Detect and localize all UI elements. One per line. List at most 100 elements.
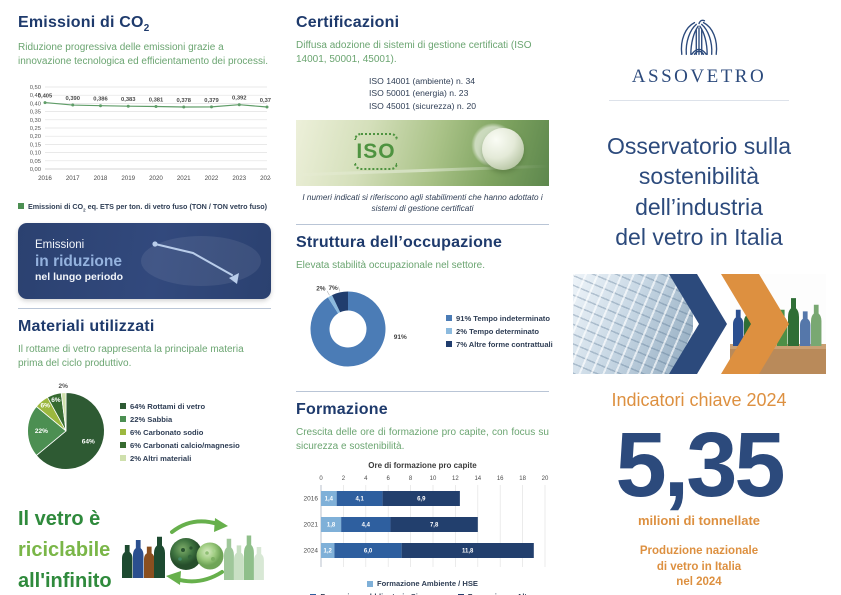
legend-item: 64% Rottami di vetro bbox=[120, 402, 240, 411]
divider bbox=[296, 390, 549, 392]
svg-text:0,405: 0,405 bbox=[38, 93, 53, 99]
glass-recycling-illustration bbox=[121, 518, 264, 586]
materials-pie-chart: 64% 22% 6% 6% 2% bbox=[18, 379, 114, 486]
bar-segment bbox=[382, 491, 460, 507]
legend-swatch bbox=[120, 442, 126, 449]
legend-label: Formazione obbligatoria Sicurezza bbox=[320, 592, 445, 595]
legend-swatch bbox=[120, 455, 126, 462]
svg-text:2021: 2021 bbox=[304, 522, 319, 529]
legend-swatch bbox=[446, 341, 452, 348]
materials-chart-block: 64% 22% 6% 6% 2% 64% Rottami di vetro 22% Sab… bbox=[18, 379, 271, 486]
training-bar-chart-svg: 0 2 4 6 8 10 12 14 16 18 20 2016 1,4 4,1 6,9 2021 1,8 4,4… bbox=[304, 476, 549, 568]
column-right: ASSOVETRO Osservatorio sulla sostenibili… bbox=[570, 14, 828, 591]
svg-text:2024: 2024 bbox=[304, 548, 319, 555]
legend-swatch bbox=[120, 403, 126, 410]
emissions-description: Riduzione progressiva delle emissioni gr… bbox=[18, 42, 268, 67]
legend-item: 22% Sabbia bbox=[120, 415, 240, 424]
employment-description: Elevata stabilità occupazionale nel sett… bbox=[296, 259, 486, 271]
svg-text:2016: 2016 bbox=[38, 175, 52, 182]
bar-segment bbox=[321, 517, 342, 533]
svg-text:64%: 64% bbox=[82, 438, 95, 445]
employment-title: Struttura dell’occupazione bbox=[296, 233, 503, 251]
glass-building-photo bbox=[572, 274, 693, 375]
legend-item: 2% Tempo determinato bbox=[446, 327, 553, 336]
svg-text:12: 12 bbox=[452, 476, 459, 482]
svg-text:2016: 2016 bbox=[304, 496, 319, 503]
recyclable-line2: riciclabile bbox=[18, 538, 111, 561]
svg-text:2: 2 bbox=[342, 476, 346, 482]
pie-slice bbox=[60, 391, 67, 431]
svg-text:7,8: 7,8 bbox=[430, 523, 439, 529]
emissions-line-chart: 0,00 0,05 0,10 0,15 0,20 0,25 0,30 0,35 0,40 0,45… bbox=[18, 77, 275, 200]
legend-swatch bbox=[457, 593, 464, 595]
materials-title: Materiali utilizzati bbox=[18, 318, 155, 336]
legend-label: 7% Altre forme contrattuali bbox=[456, 339, 553, 349]
iso-photo: ISO bbox=[296, 119, 549, 186]
svg-text:6%: 6% bbox=[40, 402, 50, 409]
emissions-line-chart-svg: 0,00 0,05 0,10 0,15 0,20 0,25 0,30 0,35 0,40 0,45… bbox=[30, 85, 275, 182]
svg-text:4,1: 4,1 bbox=[355, 497, 364, 503]
svg-text:10: 10 bbox=[430, 476, 437, 482]
iso-logo-arc-top bbox=[354, 132, 398, 140]
svg-text:0,25: 0,25 bbox=[30, 126, 41, 132]
materials-description: Il rottame di vetro rappresenta la princ… bbox=[18, 344, 244, 369]
recyclable-line3: all'infinito bbox=[18, 569, 112, 592]
key-figure-description: Produzione nazionale di vetro in Italia … bbox=[639, 545, 759, 589]
bar-segment bbox=[321, 491, 337, 507]
svg-text:2017: 2017 bbox=[66, 175, 80, 182]
emissions-legend-label: Emissioni di CO2 eq. ETS per ton. di vet… bbox=[28, 201, 268, 213]
iso-item: ISO 50001 (energia) n. 23 bbox=[369, 88, 469, 99]
svg-text:2021: 2021 bbox=[177, 175, 191, 182]
training-title: Formazione bbox=[296, 400, 388, 418]
svg-text:2024: 2024 bbox=[260, 175, 271, 182]
svg-text:22%: 22% bbox=[35, 427, 48, 434]
legend-item: 6% Carbonati calcio/magnesio bbox=[120, 441, 240, 450]
materials-legend: 64% Rottami di vetro 22% Sabbia 6% Carbona… bbox=[120, 402, 240, 463]
emissions-title: Emissioni di CO2 bbox=[18, 14, 150, 35]
svg-text:0,383: 0,383 bbox=[121, 97, 136, 103]
recyclable-line1: Il vetro è bbox=[18, 507, 101, 530]
svg-text:1,4: 1,4 bbox=[325, 497, 334, 503]
legend-label: Formazione Ambiente / HSE bbox=[377, 579, 478, 589]
pie-slice bbox=[35, 391, 105, 470]
legend-item: 7% Altre forme contrattuali bbox=[446, 340, 553, 349]
svg-text:6,0: 6,0 bbox=[364, 549, 373, 555]
svg-text:0,10: 0,10 bbox=[30, 150, 41, 156]
legend-label: 91% Tempo indeterminato bbox=[456, 313, 550, 323]
emissions-reduction-banner: Emissioni in riduzione nel lungo periodo bbox=[18, 223, 271, 300]
bar-segment bbox=[334, 543, 402, 559]
svg-text:11,8: 11,8 bbox=[462, 549, 474, 555]
svg-text:0,378: 0,378 bbox=[260, 98, 271, 104]
svg-text:2%: 2% bbox=[316, 285, 326, 292]
recyclable-block: Il vetro è riciclabile all'infinito bbox=[18, 504, 271, 595]
training-legend: Formazione Ambiente / HSE Formazione obbl… bbox=[296, 579, 549, 595]
legend-item: 2% Altri materiali bbox=[120, 454, 240, 463]
svg-text:8: 8 bbox=[409, 476, 413, 482]
column-left: Emissioni di CO2 Riduzione progressiva d… bbox=[18, 14, 275, 595]
bar-segment bbox=[401, 543, 534, 559]
svg-text:1,2: 1,2 bbox=[324, 549, 333, 555]
svg-text:0,378: 0,378 bbox=[176, 98, 191, 104]
svg-text:2020: 2020 bbox=[149, 175, 163, 182]
legend-label: 6% Carbonati calcio/magnesio bbox=[130, 440, 240, 450]
banner-line2: in riduzione bbox=[35, 252, 122, 270]
svg-text:16: 16 bbox=[497, 476, 504, 482]
svg-text:2022: 2022 bbox=[205, 175, 219, 182]
donut-segment bbox=[332, 291, 349, 313]
svg-text:91%: 91% bbox=[394, 334, 407, 341]
assovetro-logo: ASSOVETRO bbox=[570, 18, 828, 101]
certifications-description: Diffusa adozione di sistemi di gestione … bbox=[296, 40, 532, 65]
iso-logo-arc-bottom bbox=[354, 162, 398, 170]
banner-line3: nel lungo periodo bbox=[35, 271, 124, 284]
legend-swatch bbox=[120, 429, 126, 436]
svg-text:6,9: 6,9 bbox=[417, 497, 426, 503]
iso-caption: I numeri indicati si riferiscono agli st… bbox=[302, 192, 543, 214]
legend-item: Formazione - Altro bbox=[457, 592, 535, 595]
legend-label: 64% Rottami di vetro bbox=[130, 401, 206, 411]
bar-segment bbox=[336, 491, 383, 507]
legend-label: 2% Altri materiali bbox=[130, 453, 192, 463]
legend-swatch bbox=[310, 593, 317, 595]
svg-text:2023: 2023 bbox=[232, 175, 246, 182]
svg-text:0,20: 0,20 bbox=[30, 134, 41, 140]
legend-item: Formazione obbligatoria Sicurezza bbox=[310, 592, 446, 595]
